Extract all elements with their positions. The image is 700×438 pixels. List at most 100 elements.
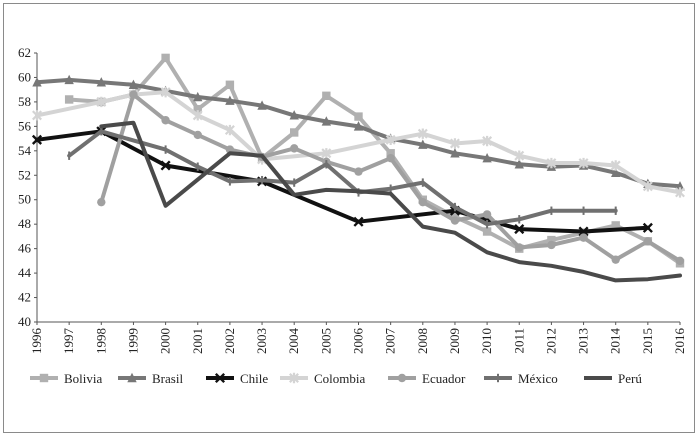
data-point-brasil bbox=[128, 79, 139, 89]
data-point-bolivia bbox=[611, 221, 620, 230]
data-point-brasil bbox=[64, 74, 74, 85]
series-peru bbox=[99, 120, 682, 283]
x-tick-label: 2009 bbox=[447, 328, 462, 354]
series-chile bbox=[31, 126, 653, 237]
y-tick-label: 46 bbox=[18, 241, 32, 256]
series-line-peru bbox=[99, 120, 682, 283]
y-tick-label: 52 bbox=[18, 167, 31, 182]
data-point-chile bbox=[160, 160, 171, 171]
series-colombia bbox=[32, 86, 685, 198]
series-ecuador bbox=[97, 90, 685, 266]
y-tick-label: 48 bbox=[18, 216, 31, 231]
legend-label: Perú bbox=[618, 371, 642, 386]
data-point-colombia bbox=[610, 160, 621, 171]
legend-item-brasil: Brasil bbox=[118, 371, 183, 386]
data-point-ecuador bbox=[643, 237, 653, 246]
data-point-brasil bbox=[482, 152, 492, 163]
y-tick-label: 40 bbox=[18, 314, 31, 329]
data-point-bolivia bbox=[386, 149, 395, 158]
data-point-brasil bbox=[289, 110, 299, 120]
x-tick-label: 2001 bbox=[190, 328, 205, 354]
data-point-brasil bbox=[611, 167, 621, 178]
legend-swatch-marker bbox=[289, 372, 299, 384]
x-tick-label: 2006 bbox=[351, 328, 366, 355]
x-tick-label: 1997 bbox=[61, 328, 76, 355]
data-point-ecuador bbox=[290, 144, 299, 153]
data-point-chile bbox=[642, 222, 653, 233]
data-point-bolivia bbox=[482, 227, 492, 236]
data-point-colombia bbox=[482, 135, 493, 147]
data-point-brasil bbox=[514, 159, 524, 169]
x-tick-label: 2003 bbox=[254, 328, 269, 354]
legend-label: Colombia bbox=[314, 371, 366, 386]
x-tick-label: 2013 bbox=[576, 328, 591, 354]
data-point-bolivia bbox=[193, 105, 202, 114]
data-point-ecuador bbox=[482, 210, 492, 219]
data-point-colombia bbox=[546, 157, 557, 169]
data-point-brasil bbox=[32, 77, 42, 87]
data-point-ecuador bbox=[193, 130, 202, 140]
legend-item-bolivia: Bolivia bbox=[30, 371, 103, 386]
data-point-ecuador bbox=[547, 240, 556, 250]
data-point-bolivia bbox=[547, 235, 556, 245]
data-point-ecuador bbox=[354, 167, 363, 176]
data-point-colombia bbox=[321, 148, 332, 159]
legend-label: Ecuador bbox=[422, 371, 466, 386]
data-point-ecuador bbox=[161, 116, 170, 125]
data-point-ecuador bbox=[129, 90, 138, 99]
x-tick-label: 1996 bbox=[29, 328, 44, 355]
data-point-ecuador bbox=[386, 153, 395, 163]
data-point-colombia bbox=[578, 157, 589, 169]
x-tick-label: 2000 bbox=[158, 328, 173, 354]
legend-item-colombia: Colombia bbox=[280, 371, 366, 386]
legend-label: México bbox=[518, 371, 558, 386]
data-point-colombia bbox=[96, 96, 107, 108]
data-point-bolivia bbox=[225, 80, 235, 89]
data-point-ecuador bbox=[418, 197, 427, 207]
data-point-brasil bbox=[353, 121, 364, 131]
data-point-ecuador bbox=[450, 216, 460, 225]
series-line-bolivia bbox=[67, 55, 682, 266]
data-point-ecuador bbox=[515, 243, 524, 252]
series-line-colombia bbox=[35, 90, 682, 195]
data-point-brasil bbox=[193, 91, 203, 102]
x-tick-label: 2004 bbox=[286, 328, 301, 355]
x-tick-label: 2012 bbox=[543, 328, 558, 354]
data-point-colombia bbox=[449, 138, 460, 149]
data-point-brasil bbox=[225, 95, 235, 105]
x-tick-label: 1999 bbox=[125, 328, 140, 354]
legend-item-mexico: México bbox=[484, 371, 558, 386]
legend-item-ecuador: Ecuador bbox=[388, 371, 466, 386]
x-tick-label: 2011 bbox=[511, 328, 526, 354]
y-tick-label: 62 bbox=[18, 45, 31, 60]
x-tick-label: 2010 bbox=[479, 328, 494, 354]
legend-item-peru: Perú bbox=[584, 371, 642, 386]
data-point-bolivia bbox=[290, 128, 299, 137]
y-tick-label: 56 bbox=[18, 118, 32, 133]
data-point-brasil bbox=[450, 148, 460, 158]
y-tick-label: 50 bbox=[18, 192, 31, 207]
data-point-chile bbox=[514, 224, 525, 235]
legend-label: Brasil bbox=[152, 371, 183, 386]
legend-swatch-marker bbox=[397, 373, 407, 383]
data-point-brasil bbox=[257, 100, 267, 110]
x-tick-label: 2014 bbox=[608, 328, 623, 355]
legend-item-chile: Chile bbox=[206, 371, 268, 386]
data-point-bolivia bbox=[64, 95, 74, 104]
legend-swatch-marker bbox=[127, 372, 137, 383]
y-tick-label: 54 bbox=[18, 143, 32, 158]
data-point-colombia bbox=[385, 134, 396, 146]
data-point-colombia bbox=[675, 187, 685, 198]
y-tick-label: 58 bbox=[18, 94, 31, 109]
x-tick-label: 2015 bbox=[640, 328, 655, 354]
legend-swatch-marker bbox=[39, 373, 49, 383]
y-tick-label: 60 bbox=[18, 69, 31, 84]
y-tick-label: 44 bbox=[18, 265, 32, 280]
data-point-colombia bbox=[32, 110, 42, 121]
data-point-brasil bbox=[675, 181, 685, 191]
x-tick-label: 2008 bbox=[415, 328, 430, 354]
data-point-chile bbox=[353, 216, 364, 227]
data-point-colombia bbox=[160, 86, 171, 98]
data-point-colombia bbox=[417, 128, 428, 139]
legend: Bolivia Brasil Chile Colombia Ecuador México P… bbox=[30, 371, 642, 386]
